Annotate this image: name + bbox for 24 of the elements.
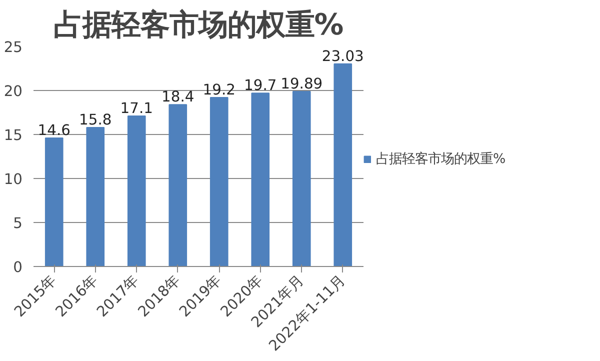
chart-title: 占据轻客市场的权重%: [53, 8, 344, 42]
bar: [334, 63, 352, 266]
bar: [44, 138, 64, 266]
y-tick-label: 15: [4, 127, 23, 144]
y-tick-label: 5: [13, 215, 23, 232]
bar: [210, 97, 228, 266]
y-tick-label: 10: [4, 171, 23, 188]
y-tick-label: 20: [4, 83, 23, 100]
bar: [127, 116, 146, 266]
data-label: 15.8: [79, 111, 112, 128]
bar: [251, 92, 270, 266]
data-label: 23.03: [322, 48, 364, 65]
data-label: 19.7: [244, 77, 277, 94]
data-label: 14.6: [38, 122, 70, 140]
bar: [86, 126, 105, 266]
data-label: 19.89: [280, 75, 323, 92]
bar: [292, 90, 311, 266]
data-label: 17.1: [120, 100, 153, 118]
y-tick-label: 25: [4, 39, 23, 56]
data-label: 19.2: [202, 82, 236, 99]
data-label: 18.4: [162, 88, 194, 106]
y-tick-label: 0: [13, 259, 23, 276]
bar: [168, 104, 188, 266]
legend-label: 占据轻客市场的权重%: [376, 150, 506, 168]
